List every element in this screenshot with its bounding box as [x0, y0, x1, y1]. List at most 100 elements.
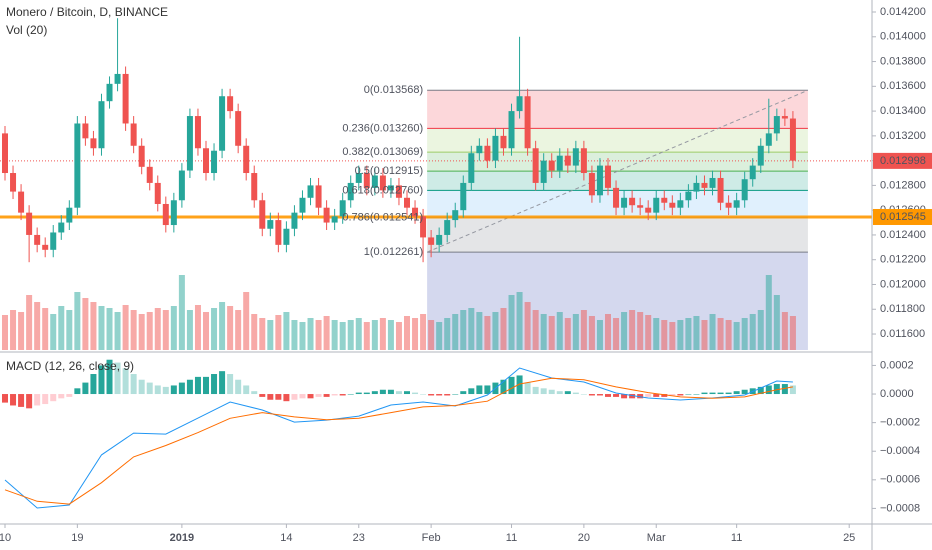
x-tick-label: 19 [71, 532, 83, 544]
volume-title: Vol (20) [6, 23, 47, 37]
y-tick-label: −0.0008 [880, 502, 920, 514]
histogram-bar [669, 394, 676, 396]
candle-body [227, 96, 234, 112]
candle-body [741, 179, 748, 201]
x-tick-label: 14 [280, 532, 292, 544]
candle-body [637, 205, 644, 208]
fib-band [427, 128, 808, 153]
candle-body [178, 170, 185, 201]
candle-body [645, 207, 652, 213]
histogram-bar [138, 379, 145, 395]
volume-bar [10, 310, 17, 350]
histogram-bar [146, 382, 153, 395]
y-tick-label: 0.012000 [880, 278, 926, 290]
y-tick-label: −0.0004 [880, 445, 920, 457]
volume-bar [291, 320, 298, 350]
histogram-bar [98, 365, 105, 395]
volume-bar [588, 316, 595, 350]
histogram-bar [186, 379, 193, 395]
histogram-bar [629, 394, 636, 399]
candle-body [548, 160, 555, 171]
histogram-bar [460, 391, 467, 395]
volume-bar [452, 314, 459, 350]
fib-label: 0.236(0.013260) [342, 122, 423, 134]
histogram-bar [468, 388, 475, 395]
fib-label: 0.382(0.013069) [342, 146, 423, 158]
candle-body [114, 73, 121, 84]
candle-body [685, 191, 692, 201]
histogram-bar [484, 385, 491, 395]
macd-line [4, 367, 793, 509]
histogram-bar [307, 394, 314, 399]
y-tick-label: 0.013600 [880, 80, 926, 92]
histogram-bar [757, 386, 764, 395]
candle-body [154, 182, 161, 204]
histogram-bar [74, 388, 81, 395]
symbol-title: Monero / Bitcoin, D, BINANCE [6, 5, 168, 19]
candle-body [500, 135, 507, 149]
candle-body [693, 182, 700, 192]
volume-bar [323, 316, 330, 350]
histogram-bar [259, 394, 266, 397]
candle-body [122, 73, 129, 124]
candle-body [476, 145, 483, 154]
candle-body [267, 220, 274, 229]
volume-bar [412, 318, 419, 350]
volume-bar [717, 318, 724, 350]
volume-bar [243, 292, 250, 350]
histogram-bar [645, 394, 652, 397]
x-tick-label: 10 [0, 532, 11, 544]
candle-body [58, 222, 65, 233]
histogram-bar [82, 382, 89, 395]
volume-bar [42, 308, 49, 350]
volume-bar [267, 320, 274, 350]
candle-body [492, 135, 499, 161]
candle-body [371, 175, 378, 188]
candle-body [420, 216, 427, 238]
candle-body [661, 197, 668, 203]
volume-bar [709, 314, 716, 350]
volume-bar [580, 310, 587, 350]
histogram-bar [605, 394, 611, 397]
histogram-bar [548, 389, 555, 395]
volume-bar [645, 315, 652, 350]
candle-body [251, 173, 258, 201]
histogram-bar [347, 394, 354, 395]
histogram-bar [211, 374, 218, 395]
histogram-bar [219, 371, 226, 395]
histogram-bar [596, 394, 603, 396]
histogram-bar [42, 394, 49, 405]
candle-body [677, 200, 684, 208]
candle-body [717, 177, 724, 203]
volume-bar [363, 322, 370, 350]
histogram-bar [733, 391, 740, 395]
volume-bar [178, 275, 185, 350]
histogram-bar [588, 394, 595, 396]
volume-bar [484, 316, 491, 350]
volume-bar [685, 318, 692, 350]
candle-body [524, 96, 531, 149]
histogram-bar [532, 386, 539, 395]
volume-bar [508, 295, 515, 350]
candle-body [468, 153, 475, 183]
x-tick-label: 23 [353, 532, 365, 544]
volume-bar [154, 308, 161, 350]
volume-bar [138, 314, 145, 350]
histogram-bar [613, 394, 620, 397]
candle-body [331, 216, 338, 223]
histogram-bar [540, 388, 547, 395]
volume-bar [460, 310, 467, 350]
histogram-bar [235, 379, 242, 395]
volume-bar [2, 315, 8, 350]
histogram-bar [178, 382, 185, 395]
volume-bar [564, 318, 571, 350]
candle-body [564, 155, 571, 166]
volume-bar [781, 312, 788, 350]
volume-bar [275, 315, 282, 350]
histogram-bar [476, 385, 483, 395]
x-tick-label: 20 [578, 532, 590, 544]
volume-bar [34, 302, 41, 350]
candle-body [315, 185, 322, 208]
histogram-bar [709, 392, 716, 395]
histogram-bar [26, 394, 33, 409]
